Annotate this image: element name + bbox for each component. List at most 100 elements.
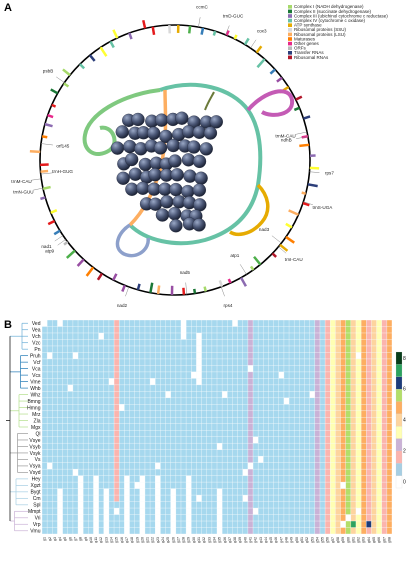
heatmap-cell [114, 339, 120, 346]
heatmap-cell [78, 495, 84, 502]
heatmap-cell [350, 501, 356, 509]
heatmap-cell [386, 365, 392, 372]
column-label: g54 [315, 537, 319, 543]
heatmap-cell [381, 404, 387, 411]
heatmap-cell [350, 482, 356, 489]
row-label: Hey [32, 477, 41, 483]
heatmap-cell [340, 436, 346, 444]
graph-loop-green [82, 88, 161, 156]
colorbar-segment [395, 438, 403, 452]
gene-tick [151, 26, 156, 36]
heatmap-cell [361, 358, 367, 366]
heatmap-cell [247, 521, 254, 528]
heatmap-cell [196, 371, 202, 379]
heatmap-cell [376, 456, 382, 463]
gene-tick [253, 255, 262, 266]
column-label: g21 [146, 537, 150, 543]
heatmap-cell [366, 352, 372, 359]
heatmap-cell [366, 521, 372, 528]
column-label: g11 [94, 537, 98, 543]
heatmap-cell [114, 358, 120, 366]
heatmap-cell [345, 345, 351, 353]
colorbar-segment [395, 463, 403, 476]
gene-tick [121, 284, 126, 292]
grape-berry [169, 182, 183, 197]
row-label: Spl [33, 503, 40, 509]
legend-entry: Complex I (NADH dehydrogenase) [294, 4, 364, 9]
heatmap-cell [371, 339, 377, 346]
heatmap-cell [350, 521, 356, 528]
heatmap-cell [371, 345, 377, 353]
column-label: g68 [387, 537, 391, 543]
heatmap-cell [371, 469, 377, 476]
heatmap-cell [371, 521, 377, 528]
heatmap-cell [350, 488, 356, 496]
heatmap-cell [386, 469, 392, 476]
heatmap-cell [361, 397, 367, 405]
row-label: Vsyd [29, 470, 40, 476]
column-label: g58 [336, 537, 340, 543]
legend-entry: Complex II (succinate dehydrogenase) [294, 9, 372, 14]
heatmap-cell [345, 449, 351, 457]
heatmap-cell [366, 320, 372, 327]
heatmap-cell [103, 501, 109, 509]
column-label: g67 [382, 537, 386, 543]
colorbar-segment [395, 413, 403, 427]
heatmap-cell [139, 475, 145, 483]
heatmap-cell [386, 462, 392, 470]
heatmap-cell [345, 417, 351, 424]
heatmap-cell [366, 443, 372, 450]
heatmap-cell [345, 508, 351, 515]
heatmap-cell [325, 404, 331, 411]
heatmap-cell [386, 527, 392, 534]
heatmap-cell [371, 482, 377, 489]
column-label: g14 [110, 537, 114, 543]
heatmap-cell [361, 352, 367, 359]
heatmap-cell [114, 482, 120, 489]
gene-label: trnD-GUC [223, 14, 244, 19]
heatmap-cell [361, 320, 367, 327]
heatmap-cell [335, 449, 341, 457]
heatmap-cell [361, 417, 367, 424]
heatmap-cell [330, 384, 336, 392]
heatmap-cell [361, 345, 367, 353]
heatmap-cell [330, 371, 336, 379]
heatmap-cell [355, 475, 362, 483]
heatmap-cell [330, 443, 336, 450]
heatmap-cell [366, 410, 372, 418]
heatmap-cell [93, 495, 99, 502]
heatmap-cell [361, 527, 367, 534]
gene-label: trnN-GUU [13, 189, 33, 194]
gene-leader-line [185, 282, 188, 295]
heatmap-cell [114, 475, 120, 483]
heatmap-cell [350, 358, 356, 366]
gene-leader-line [40, 143, 53, 146]
grape-berry [123, 139, 137, 154]
grape-berry [193, 198, 207, 212]
legend-swatch [288, 14, 292, 18]
heatmap-column-labels: g1 g2 g3 g4 g5 g6 g7 g8 g9 g10 g11 g12 g13 g14 g15 g16 g… [43, 537, 392, 543]
heatmap-cell [330, 488, 336, 496]
heatmap-cell [371, 436, 377, 444]
heatmap-cell [381, 488, 387, 496]
heatmap-cell [335, 501, 341, 509]
heatmap-cell [335, 508, 341, 515]
heatmap-cell [196, 365, 202, 372]
heatmap-cell [139, 527, 145, 534]
heatmap-cell [361, 430, 367, 437]
column-label: g20 [140, 537, 144, 543]
heatmap-cell [93, 527, 99, 534]
heatmap-cell [114, 417, 120, 424]
column-label: g61 [351, 537, 355, 543]
gene-label: trnH-GUG [52, 169, 73, 174]
heatmap-cell [340, 527, 346, 534]
heatmap-cell [335, 339, 341, 346]
grape-berry [110, 141, 125, 155]
heatmap-cell [345, 320, 351, 327]
heatmap-cell [253, 436, 259, 444]
heatmap-cell [103, 521, 109, 528]
heatmap-cell [381, 449, 387, 457]
heatmap-cell [340, 495, 346, 502]
heatmap-cell [355, 488, 362, 496]
heatmap-cell [345, 326, 351, 333]
